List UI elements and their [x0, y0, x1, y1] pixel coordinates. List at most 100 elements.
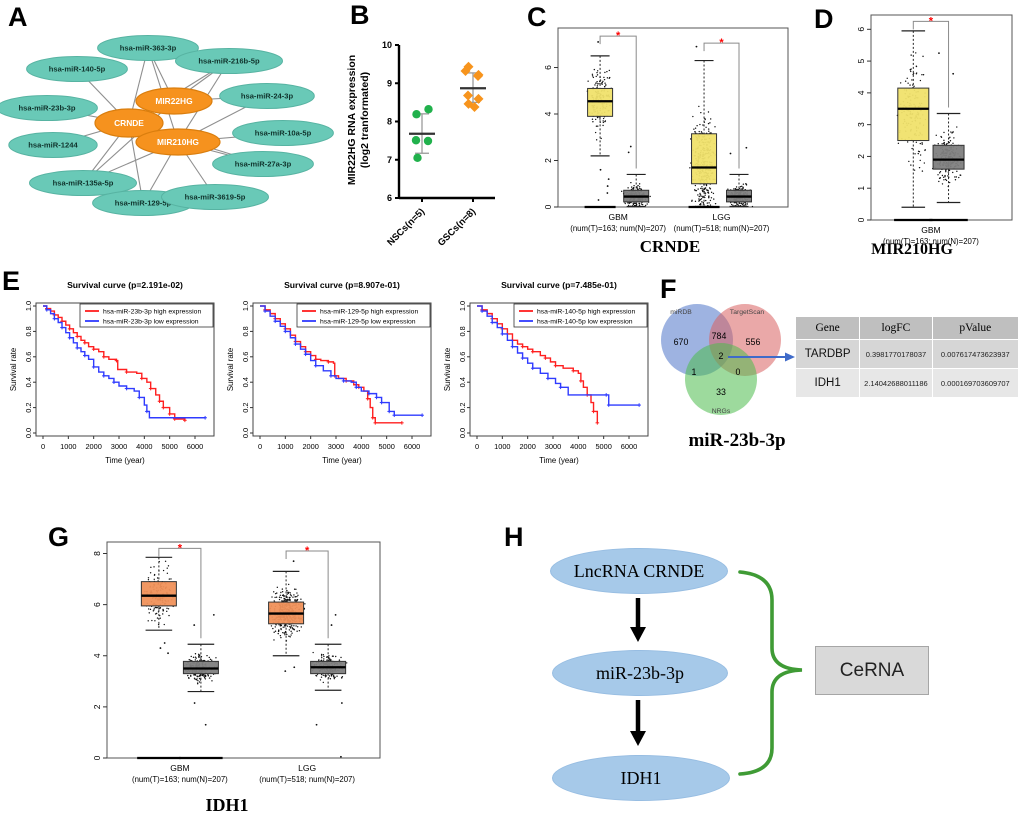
venn-circle-NRGs: [685, 343, 757, 415]
svg-text:2000: 2000: [302, 442, 318, 451]
svg-text:0.0: 0.0: [24, 428, 33, 438]
C-LGG-significance: *: [703, 37, 740, 169]
svg-text:6000: 6000: [404, 442, 420, 451]
svg-text:hsa-miR-129-5p high expression: hsa-miR-129-5p high expression: [320, 309, 418, 316]
svg-text:0.6: 0.6: [241, 352, 250, 362]
target-gene-table: Gene logFC pValue TARDBP 0.3981770178037…: [795, 316, 1019, 398]
km-curve-low: [260, 305, 423, 416]
svg-text:MIR22HG: MIR22HG: [155, 96, 192, 106]
svg-text:2: 2: [92, 704, 102, 709]
svg-text:2000: 2000: [85, 442, 101, 451]
table-row: IDH1 2.14042688011186 0.000169703609707: [796, 369, 1018, 397]
svg-text:0: 0: [543, 204, 553, 209]
idh1-boxplot-chart: 0 2 4 6 8 * GBM (num(T)=163; num(N)=207) * LGG (nu…: [92, 541, 381, 784]
svg-text:hsa-miR-24-3p: hsa-miR-24-3p: [241, 92, 294, 101]
svg-text:3: 3: [856, 122, 866, 127]
svg-text:miRDB: miRDB: [670, 309, 692, 316]
svg-text:Survival rate: Survival rate: [9, 348, 18, 391]
svg-text:33: 33: [716, 387, 726, 397]
table-header-row: Gene logFC pValue: [796, 317, 1018, 339]
svg-text:8: 8: [387, 117, 392, 127]
svg-text:0: 0: [736, 367, 741, 377]
svg-text:5000: 5000: [161, 442, 177, 451]
svg-text:0.8: 0.8: [24, 326, 33, 336]
col-pvalue: pValue: [932, 317, 1018, 339]
mir23b-caption: miR-23b-3p: [688, 430, 786, 451]
svg-text:3000: 3000: [545, 442, 561, 451]
svg-text:(num(T)=163; num(N)=207): (num(T)=163; num(N)=207): [132, 775, 228, 784]
svg-text:5: 5: [856, 58, 866, 63]
svg-text:6: 6: [856, 27, 866, 32]
idh1-logfc: 2.14042688011186: [860, 369, 932, 397]
svg-text:0.4: 0.4: [241, 377, 250, 387]
svg-text:6: 6: [387, 193, 392, 203]
svg-text:0.0: 0.0: [241, 428, 250, 438]
panel-h-label: H: [504, 522, 524, 552]
km-curve-low: [43, 305, 206, 419]
km-plot-E1: Survival curve (p=2.191e-02) 0 1000 2000 300…: [9, 280, 215, 465]
svg-text:Time (year): Time (year): [539, 456, 579, 465]
survival-curves-chart: Survival curve (p=2.191e-02) 0 1000 2000 300…: [9, 280, 649, 465]
svg-text:hsa-miR-27a-3p: hsa-miR-27a-3p: [235, 160, 292, 169]
col-gene: Gene: [796, 317, 860, 339]
svg-text:0.4: 0.4: [458, 377, 467, 387]
svg-text:6: 6: [543, 65, 553, 70]
svg-text:hsa-miR-216b-5p: hsa-miR-216b-5p: [198, 57, 260, 66]
svg-text:1000: 1000: [60, 442, 76, 451]
G-GBM-normal-box: [179, 613, 223, 760]
svg-text:hsa-miR-129-5p: hsa-miR-129-5p: [115, 199, 172, 208]
panel-c-label: C: [527, 2, 547, 32]
svg-text:0.0: 0.0: [458, 428, 467, 438]
svg-text:NSCs(n=5): NSCs(n=5): [385, 206, 427, 248]
table-row: TARDBP 0.3981770178037 0.007617473623937: [796, 340, 1018, 368]
svg-text:*: *: [929, 15, 934, 27]
svg-text:7: 7: [387, 155, 392, 165]
mir22hg-expression-chart: 6 7 8 9 10 NSCs(n=5) GSCs(n=8) MIR22HG RNA expr…: [346, 40, 495, 249]
svg-text:LGG: LGG: [298, 763, 316, 773]
svg-text:1: 1: [692, 367, 697, 377]
gene-tardbp: TARDBP: [796, 340, 860, 368]
G-GBM-tumor-box: [137, 556, 181, 760]
idh1-pvalue: 0.000169703609707: [932, 369, 1018, 397]
svg-text:0.8: 0.8: [241, 326, 250, 336]
svg-text:556: 556: [746, 337, 761, 347]
km-plot-E2: Survival curve (p=8.907e-01) 0 1000 2000 300…: [226, 280, 432, 465]
scatter-series-gsc: [460, 61, 486, 112]
svg-text:hsa-miR-3619-5p: hsa-miR-3619-5p: [185, 193, 246, 202]
svg-text:1.0: 1.0: [24, 301, 33, 311]
tardbp-logfc: 0.3981770178037: [860, 340, 932, 368]
crnde-caption: CRNDE: [639, 237, 701, 256]
svg-text:2: 2: [543, 158, 553, 163]
svg-text:6000: 6000: [187, 442, 203, 451]
C-LGG-tumor-box: [688, 45, 720, 209]
svg-text:0.6: 0.6: [458, 352, 467, 362]
C-LGG-normal-box: [726, 146, 754, 208]
svg-text:GSCs(n=8): GSCs(n=8): [436, 206, 478, 248]
D-GBM-tumor-box: [894, 30, 933, 222]
svg-text:*: *: [305, 545, 310, 557]
svg-text:0: 0: [41, 442, 45, 451]
svg-text:8: 8: [92, 551, 102, 556]
panel-b-label: B: [350, 0, 370, 30]
svg-text:hsa-miR-23b-3p: hsa-miR-23b-3p: [19, 104, 76, 113]
svg-text:CRNDE: CRNDE: [114, 118, 144, 128]
svg-text:3000: 3000: [328, 442, 344, 451]
svg-text:4: 4: [543, 111, 553, 116]
svg-text:MIR210HG: MIR210HG: [157, 137, 199, 147]
G-LGG-significance: *: [285, 545, 329, 639]
scatter-series-nsc: [409, 105, 435, 163]
svg-text:9: 9: [387, 78, 392, 88]
svg-text:10: 10: [382, 40, 392, 50]
svg-text:4: 4: [92, 653, 102, 658]
svg-text:NRGs: NRGs: [712, 408, 731, 415]
D-GBM-significance: *: [912, 15, 950, 108]
mirna-network-chart: hsa-miR-363-3p hsa-miR-216b-5p hsa-miR-140…: [0, 35, 334, 216]
svg-text:(num(T)=163; num(N)=207): (num(T)=163; num(N)=207): [883, 237, 979, 246]
C-GBM-normal-box: [620, 145, 651, 208]
svg-text:0.4: 0.4: [24, 377, 33, 387]
svg-text:hsa-miR-140-5p high expression: hsa-miR-140-5p high expression: [537, 309, 635, 316]
svg-text:Survival rate: Survival rate: [226, 348, 235, 391]
svg-text:hsa-miR-140-5p low expression: hsa-miR-140-5p low expression: [537, 319, 633, 326]
svg-text:0.2: 0.2: [458, 402, 467, 412]
svg-text:TargetScan: TargetScan: [730, 309, 765, 316]
